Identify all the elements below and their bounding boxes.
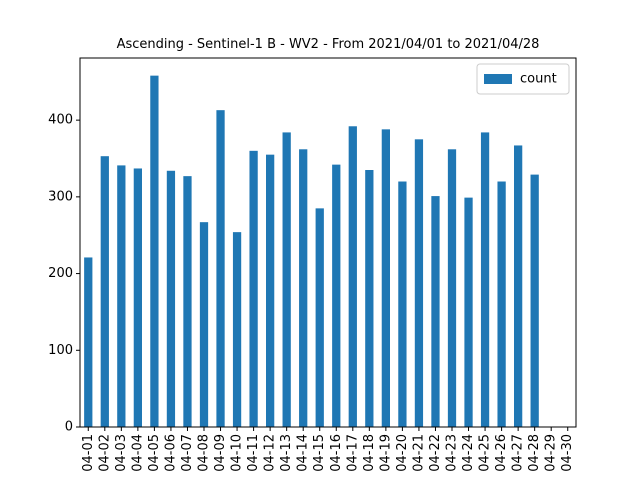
bar-04-19 [381,129,390,428]
x-tick-label: 04-25 [478,434,493,472]
y-tick-label: 0 [65,420,73,435]
x-tick-label: 04-11 [246,434,261,472]
bar-04-04 [133,168,142,427]
y-tick-label: 400 [48,113,73,128]
x-tick-label: 04-13 [279,434,294,472]
y-axis: 0 100 200 300 400 [48,113,80,435]
bar-04-11 [249,150,258,427]
x-tick-label: 04-10 [230,434,245,472]
legend-box [476,63,570,95]
bar-04-10 [232,232,242,427]
x-tick-label: 04-04 [130,434,145,472]
bar-04-03 [117,165,126,427]
bar-04-25 [480,132,490,427]
bar-04-26 [497,181,506,427]
bar-04-16 [332,164,341,427]
x-tick-label: 04-03 [114,434,129,472]
bar-04-21 [414,139,424,427]
bar-04-18 [365,170,374,427]
x-tick-label: 04-23 [445,434,460,472]
legend-swatch-count [484,74,512,84]
legend: count [476,63,570,95]
bar-04-28 [530,174,539,427]
x-tick-label: 04-05 [147,434,162,472]
bar-04-06 [166,170,176,428]
x-tick-label: 04-27 [511,434,526,472]
x-tick-label: 04-14 [296,434,311,472]
x-tick-label: 04-19 [378,434,393,472]
y-tick-label: 300 [48,189,73,204]
x-tick-label: 04-02 [97,434,112,472]
x-tick-label: 04-29 [544,434,559,472]
x-axis: 04-01 04-02 04-03 04-04 04-05 04-06 04-07 04-08… [81,427,575,472]
x-tick-label: 04-08 [197,434,212,472]
bar-04-24 [464,197,473,427]
bar-04-27 [514,145,523,427]
x-tick-label: 04-16 [329,434,344,472]
x-tick-label: 04-18 [362,434,377,472]
x-tick-label: 04-15 [312,434,327,472]
bar-04-13 [282,132,291,427]
x-tick-label: 04-09 [213,434,228,472]
y-tick-label: 200 [48,266,73,281]
x-tick-label: 04-01 [81,434,96,472]
x-tick-label: 04-17 [345,434,360,472]
bar-04-17 [348,126,357,428]
bar-04-05 [150,75,159,427]
bar-04-01 [84,257,93,427]
y-tick-label: 100 [48,343,73,358]
chart-title: Ascending - Sentinel-1 B - WV2 - From 20… [117,37,540,52]
bar-04-09 [216,110,225,427]
x-tick-label: 04-12 [263,434,278,472]
bar-04-07 [183,176,192,427]
legend-label-count: count [520,72,557,87]
x-tick-label: 04-28 [527,434,542,472]
x-tick-label: 04-07 [180,434,195,472]
x-tick-label: 04-21 [411,434,426,472]
plot-frame [79,57,577,428]
bar-04-12 [266,154,275,427]
bars-group [84,75,539,428]
x-tick-label: 04-06 [163,434,178,472]
x-tick-label: 04-22 [428,434,443,472]
x-tick-label: 04-24 [461,434,476,472]
x-tick-label: 04-20 [395,434,410,472]
x-tick-label: 04-30 [560,434,575,472]
bar-04-22 [431,196,440,427]
bar-04-23 [447,149,457,427]
bar-04-08 [199,222,209,427]
bar-04-15 [315,208,324,427]
bar-04-20 [398,181,407,427]
x-tick-label: 04-26 [494,434,509,472]
bar-04-14 [299,149,308,427]
bar-04-02 [100,156,109,427]
